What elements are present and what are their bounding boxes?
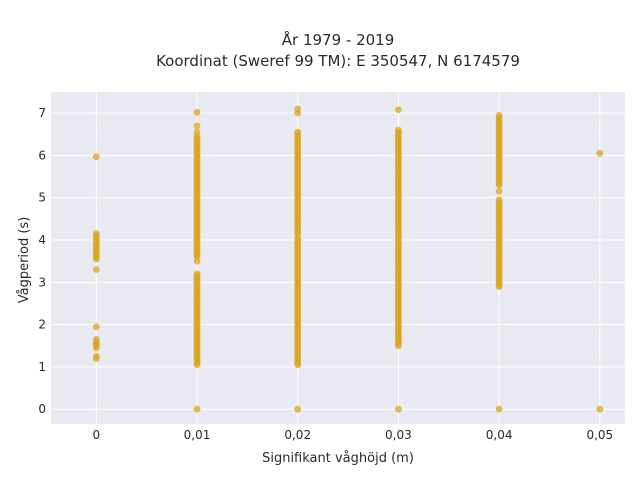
data-point bbox=[92, 323, 100, 331]
x-tick-label: 0,05 bbox=[586, 428, 613, 442]
data-point bbox=[596, 149, 604, 157]
x-tick-label: 0,03 bbox=[385, 428, 412, 442]
data-point bbox=[495, 405, 503, 413]
y-tick-label: 2 bbox=[38, 318, 46, 332]
chart-title-line1: År 1979 - 2019 bbox=[282, 30, 395, 49]
data-point bbox=[395, 405, 402, 413]
data-point bbox=[495, 196, 503, 204]
y-tick-label: 7 bbox=[38, 106, 46, 120]
y-axis-label: Vågperiod (s) bbox=[17, 217, 32, 304]
data-point bbox=[92, 266, 100, 274]
data-point bbox=[193, 108, 201, 116]
chart-title-line2: Koordinat (Sweref 99 TM): E 350547, N 61… bbox=[156, 52, 520, 70]
data-point bbox=[395, 106, 402, 114]
y-tick-label: 3 bbox=[38, 275, 46, 289]
data-point bbox=[294, 105, 302, 113]
data-point bbox=[193, 270, 201, 278]
data-point bbox=[193, 405, 201, 413]
data-point bbox=[395, 126, 402, 134]
y-tick-label: 5 bbox=[38, 191, 46, 205]
y-tick-label: 1 bbox=[38, 360, 46, 374]
y-tick-label: 0 bbox=[38, 402, 46, 416]
data-point bbox=[193, 122, 201, 130]
x-tick-label: 0 bbox=[92, 428, 100, 442]
data-point bbox=[92, 336, 100, 343]
data-point bbox=[92, 352, 100, 360]
x-tick-label: 0,04 bbox=[486, 428, 513, 442]
plot-area bbox=[51, 92, 625, 424]
data-point bbox=[294, 405, 302, 413]
data-point bbox=[495, 187, 503, 195]
data-point bbox=[294, 128, 302, 136]
data-point bbox=[193, 128, 201, 136]
data-point bbox=[193, 257, 201, 265]
y-tick-label: 4 bbox=[38, 233, 46, 247]
grid-lines bbox=[51, 92, 625, 424]
data-point bbox=[495, 111, 503, 119]
x-axis-label: Signifikant våghöjd (m) bbox=[262, 451, 414, 466]
x-tick-label: 0,01 bbox=[184, 428, 211, 442]
data-point bbox=[92, 153, 100, 161]
x-tick-label: 0,02 bbox=[284, 428, 311, 442]
y-tick-label: 6 bbox=[38, 148, 46, 162]
data-point bbox=[596, 405, 604, 413]
x-axis-ticks: 0 0,01 0,02 0,03 0,04 0,05 bbox=[92, 428, 613, 442]
y-axis-ticks: 0 1 2 3 4 5 6 7 bbox=[38, 106, 46, 416]
data-point bbox=[92, 230, 100, 238]
data-points bbox=[92, 105, 604, 413]
